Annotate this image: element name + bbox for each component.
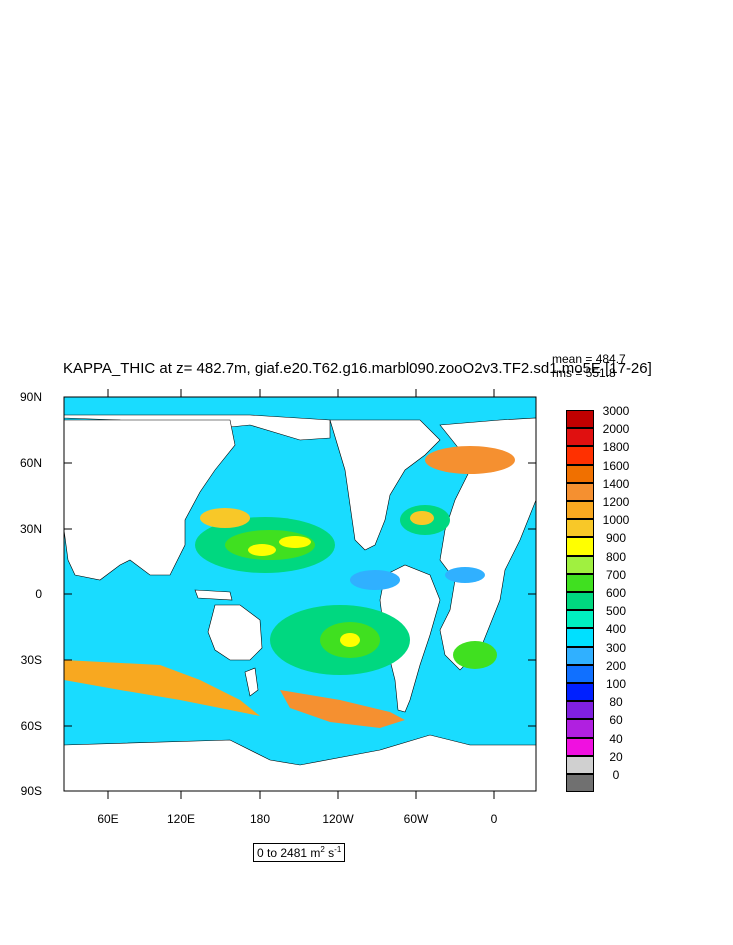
colorbar-label: 60 bbox=[609, 713, 623, 728]
colorbar-swatch bbox=[566, 464, 594, 483]
colorbar-swatch bbox=[566, 446, 594, 465]
x-label-60e: 60E bbox=[97, 812, 119, 826]
colorbar-swatch bbox=[566, 701, 594, 720]
colorbar-swatch bbox=[566, 774, 594, 793]
colorbar-swatch bbox=[566, 719, 594, 738]
npac-core1 bbox=[248, 544, 276, 556]
colorbar-swatch bbox=[566, 501, 594, 520]
colorbar-swatch bbox=[566, 537, 594, 556]
colorbar-label: 100 bbox=[605, 677, 627, 691]
y-label-60s: 60S bbox=[20, 719, 42, 733]
range-prefix: 0 to 2481 m bbox=[257, 846, 321, 860]
colorbar-swatch bbox=[566, 646, 594, 665]
colorbar-label: 800 bbox=[605, 549, 627, 564]
colorbar-label: 20 bbox=[609, 749, 623, 764]
field-patches bbox=[64, 446, 515, 728]
colorbar-swatch bbox=[566, 737, 594, 756]
colorbar-swatch bbox=[566, 410, 594, 429]
colorbar-swatch bbox=[566, 428, 594, 447]
npac-core2 bbox=[279, 536, 311, 548]
colorbar-label: 900 bbox=[605, 531, 627, 546]
mean-stat: mean = 484.7 bbox=[552, 352, 626, 366]
range-note: 0 to 2481 m2 s-1 bbox=[253, 843, 346, 862]
x-label-120e: 120E bbox=[166, 812, 196, 826]
eq-atl-low bbox=[445, 567, 485, 583]
colorbar-label: 300 bbox=[605, 640, 627, 655]
satl-core bbox=[453, 641, 497, 669]
indonesia-land bbox=[194, 589, 233, 601]
colorbar-label: 0 bbox=[612, 768, 620, 782]
kuroshio bbox=[200, 508, 250, 528]
range-mid: s bbox=[324, 846, 335, 860]
colorbar-swatch bbox=[566, 628, 594, 647]
north-america-land bbox=[329, 419, 441, 551]
colorbar-swatch bbox=[566, 555, 594, 574]
subpolar-atl bbox=[425, 446, 515, 474]
y-label-90s: 90S bbox=[20, 784, 42, 798]
y-label-30s: 30S bbox=[20, 653, 42, 667]
colorbar-swatch bbox=[566, 482, 594, 501]
southern-indian-band bbox=[64, 660, 260, 716]
colorbar-label: 1800 bbox=[602, 440, 630, 455]
new-zealand-land bbox=[244, 667, 259, 697]
colorbar-label: 500 bbox=[605, 604, 627, 619]
colorbar-swatch bbox=[566, 683, 594, 702]
x-label-0: 0 bbox=[490, 812, 498, 826]
colorbar-label: 1600 bbox=[602, 458, 630, 473]
range-sup1: 2 bbox=[320, 845, 325, 854]
colorbar-swatch bbox=[566, 592, 594, 611]
y-label-90n: 90N bbox=[19, 390, 42, 404]
colorbar-swatch bbox=[566, 610, 594, 629]
colorbar-label: 40 bbox=[609, 731, 623, 746]
y-ticks bbox=[64, 396, 536, 792]
colorbar-label: 1400 bbox=[602, 476, 630, 491]
colorbar-label: 700 bbox=[605, 567, 627, 582]
range-sup2: -1 bbox=[334, 845, 342, 854]
colorbar-label: 3000 bbox=[602, 404, 630, 418]
eq-low bbox=[350, 570, 400, 590]
colorbar-label: 400 bbox=[605, 622, 627, 637]
spac-core bbox=[340, 633, 360, 647]
colorbar-label: 1000 bbox=[602, 513, 630, 528]
colorbar-swatch bbox=[566, 519, 594, 538]
colorbar-label: 1200 bbox=[602, 495, 630, 509]
y-label-30n: 30N bbox=[19, 522, 42, 536]
colorbar-label: 600 bbox=[605, 586, 627, 600]
eurasia-land bbox=[63, 419, 236, 581]
colorbar-label: 200 bbox=[605, 658, 627, 673]
colorbar-swatch bbox=[566, 573, 594, 592]
rms-stat: rms = 551.8 bbox=[552, 366, 616, 380]
gulf-stream bbox=[410, 511, 434, 525]
southern-pacific-band bbox=[280, 690, 405, 728]
y-label-60n: 60N bbox=[19, 456, 42, 470]
colorbar-label: 2000 bbox=[602, 422, 630, 437]
x-label-120w: 120W bbox=[322, 812, 354, 826]
x-ticks bbox=[107, 389, 495, 799]
y-label-0: 0 bbox=[35, 587, 42, 601]
x-label-60w: 60W bbox=[403, 812, 429, 826]
australia-land bbox=[207, 604, 263, 661]
colorbar-swatch bbox=[566, 755, 594, 774]
land-masses bbox=[63, 414, 537, 792]
colorbar-label: 80 bbox=[609, 695, 623, 710]
x-label-180: 180 bbox=[249, 812, 271, 826]
colorbar-swatch bbox=[566, 664, 594, 683]
plot-title: KAPPA_THIC at z= 482.7m, giaf.e20.T62.g1… bbox=[63, 360, 652, 377]
